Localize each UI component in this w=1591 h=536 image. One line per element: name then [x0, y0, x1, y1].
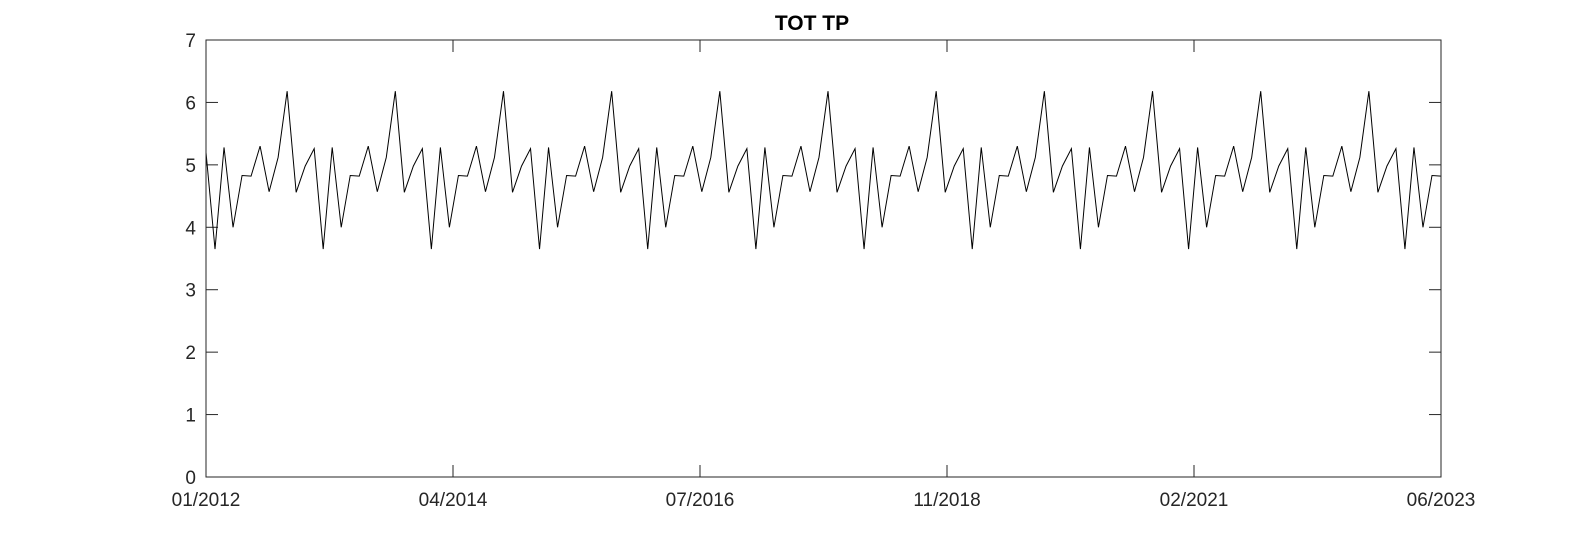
y-tick-label: 0 [185, 468, 196, 489]
x-tick-label: 07/2016 [666, 490, 735, 511]
y-tick-label: 2 [185, 343, 196, 364]
y-axis: 0 1 2 3 4 5 6 7 [185, 31, 1441, 489]
x-axis: 01/2012 04/2014 07/2016 11/2018 02/2021 06/20… [172, 40, 1476, 511]
x-tick-label: 06/2023 [1407, 490, 1476, 511]
x-tick-label: 01/2012 [172, 490, 241, 511]
x-tick-label: 04/2014 [419, 490, 488, 511]
y-tick-label: 6 [185, 93, 196, 114]
y-tick-label: 5 [185, 156, 196, 177]
series-line [205, 91, 1442, 250]
y-tick-label: 4 [185, 218, 196, 239]
chart-title: TOT TP [775, 12, 849, 35]
y-tick-label: 3 [185, 281, 196, 302]
x-tick-label: 11/2018 [913, 490, 980, 511]
plot-area-frame [205, 39, 1442, 478]
y-tick-label: 7 [185, 31, 196, 52]
x-tick-label: 02/2021 [1160, 490, 1229, 511]
y-tick-label: 1 [185, 406, 196, 427]
